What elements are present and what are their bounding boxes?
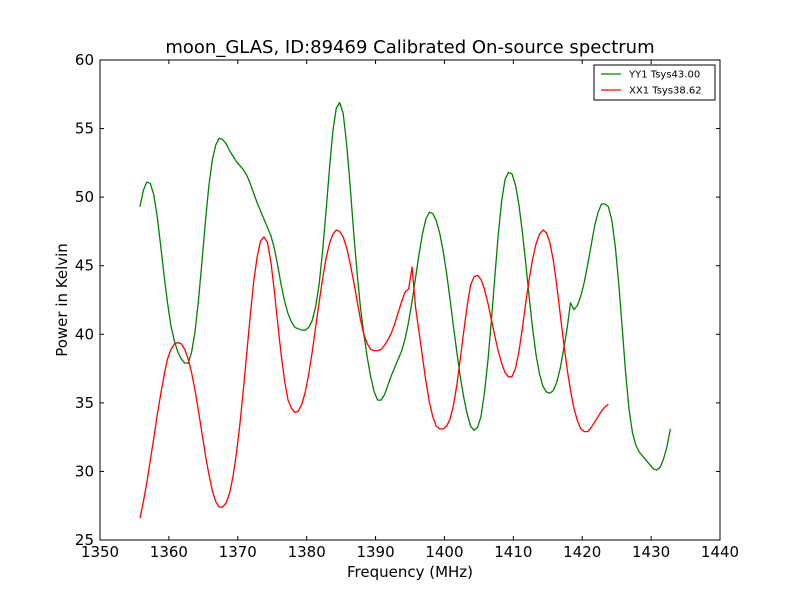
x-tick-label: 1400	[425, 543, 463, 561]
y-tick-label: 35	[75, 394, 94, 412]
y-axis-label: Power in Kelvin	[53, 243, 71, 357]
plot-area	[100, 60, 720, 540]
x-tick-label: 1420	[563, 543, 601, 561]
chart-title: moon_GLAS, ID:89469 Calibrated On-source…	[165, 37, 654, 58]
x-tick-label: 1410	[494, 543, 532, 561]
x-tick-label: 1370	[219, 543, 257, 561]
x-tick-label: 1360	[150, 543, 188, 561]
x-tick-label: 1440	[701, 543, 739, 561]
legend-label-yy1: YY1 Tsys43.00	[628, 70, 700, 81]
legend-box	[593, 64, 716, 101]
series-line-yy1	[139, 101, 672, 471]
series-line-xx1	[139, 229, 609, 519]
x-tick-label: 1430	[632, 543, 670, 561]
x-tick-label: 1350	[81, 543, 119, 561]
y-tick-label: 40	[75, 325, 94, 343]
plot-frame	[99, 59, 721, 541]
y-tick-label: 60	[75, 51, 94, 69]
y-tick-label: 25	[75, 531, 94, 549]
y-tick-label: 50	[75, 188, 94, 206]
y-tick-label: 45	[75, 257, 94, 275]
x-tick-label: 1390	[356, 543, 394, 561]
y-tick-label: 30	[75, 462, 94, 480]
ticks-layer: 1350 1360 1370 1380 1390 1400 1410 1420 1430 1440…	[75, 51, 739, 561]
x-axis-label: Frequency (MHz)	[347, 563, 473, 581]
series-layer	[139, 101, 672, 519]
legend-label-xx1: XX1 Tsys38.62	[629, 86, 702, 97]
y-tick-label: 55	[75, 120, 94, 138]
x-tick-label: 1380	[288, 543, 326, 561]
legend: YY1 Tsys43.00 XX1 Tsys38.62	[593, 64, 716, 101]
